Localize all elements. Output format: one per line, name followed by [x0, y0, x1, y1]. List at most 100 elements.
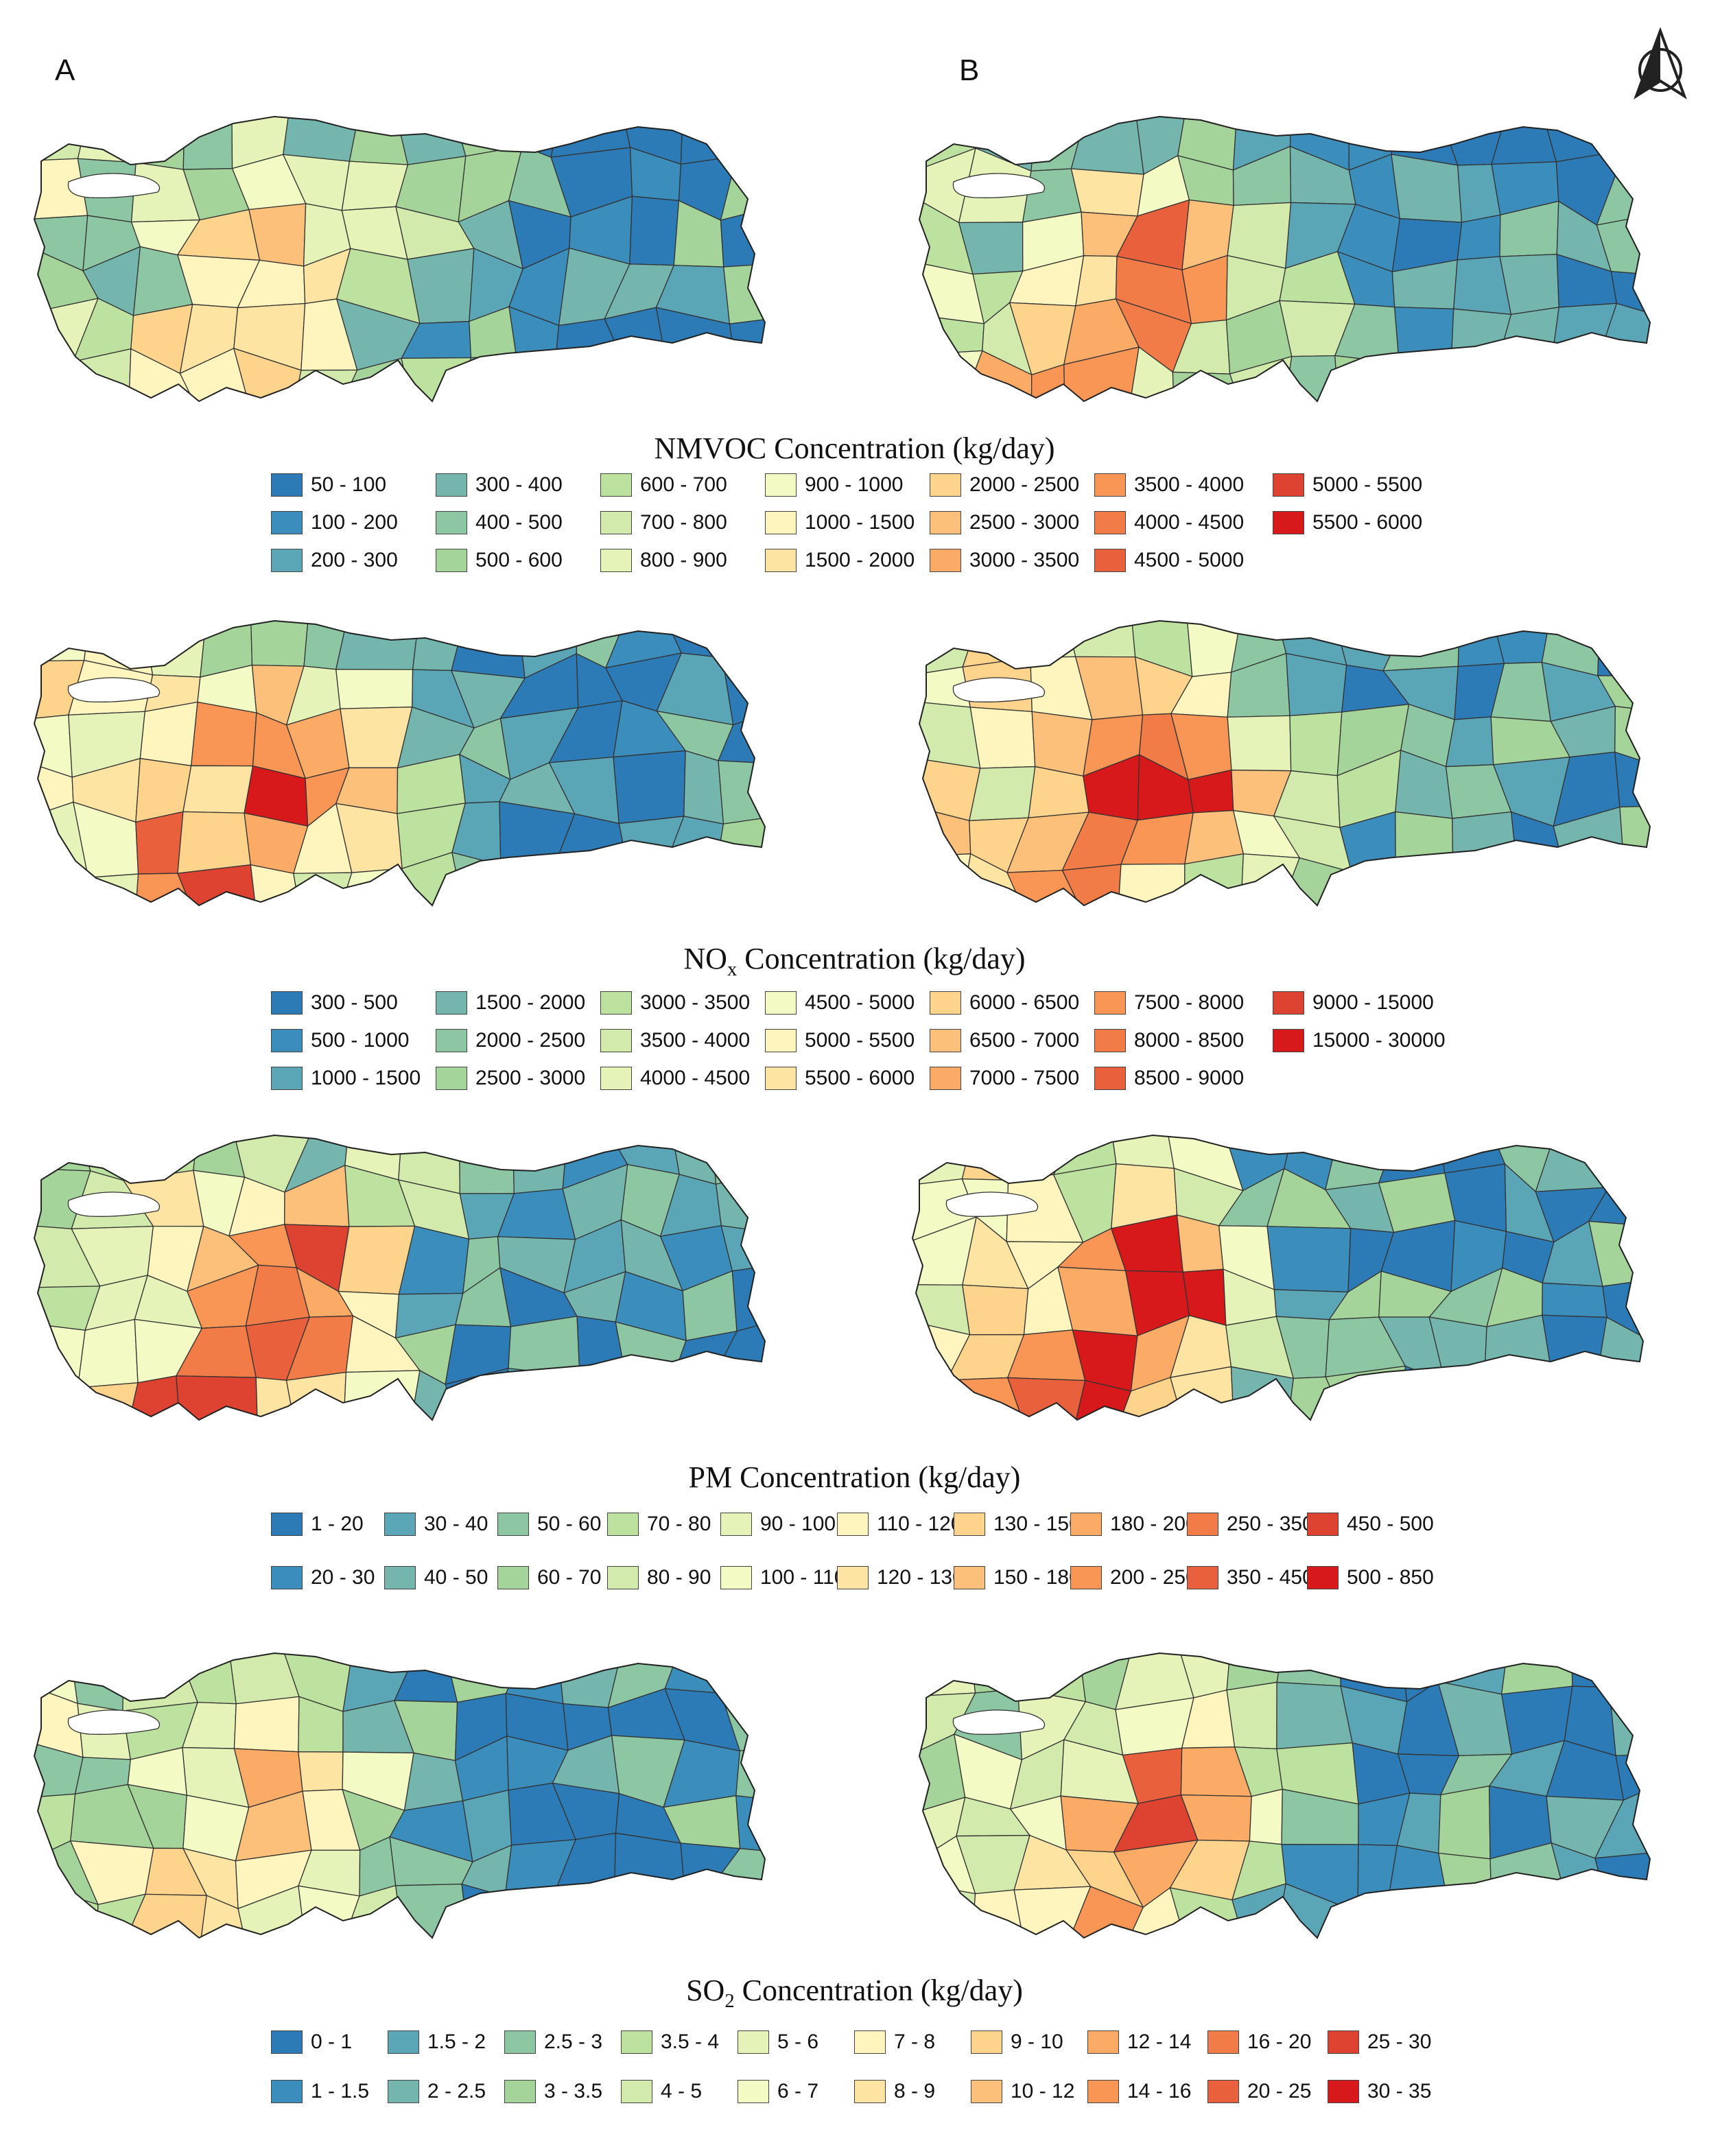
legend-label: 300 - 500: [311, 991, 398, 1014]
legend-swatch: [765, 991, 797, 1015]
legend-label: 3500 - 4000: [1134, 473, 1245, 496]
province-region: [961, 1135, 1024, 1181]
legend-item: 5 - 6: [738, 2030, 818, 2054]
legend-label: 3 - 3.5: [544, 2080, 603, 2102]
legend-swatch: [1094, 549, 1126, 572]
legend-label: 6000 - 6500: [969, 991, 1080, 1014]
sea-of-marmara: [952, 1709, 1046, 1735]
north-arrow-icon: [1634, 27, 1687, 99]
province-region: [1282, 355, 1339, 401]
legend-swatch: [738, 2030, 769, 2054]
legend-item: 2000 - 2500: [930, 473, 1079, 497]
province-region: [613, 1898, 687, 1938]
legend-item: 120 - 130: [837, 1566, 964, 1589]
province-region: [1349, 1902, 1389, 1938]
sea-of-marmara: [945, 1192, 1039, 1217]
legend-item: 200 - 250: [1070, 1566, 1197, 1589]
country-outline: [33, 619, 766, 907]
legend-swatch: [954, 1566, 985, 1589]
province-region: [1570, 1653, 1610, 1688]
province-region: [1567, 1885, 1617, 1938]
legend-label: 15000 - 30000: [1312, 1029, 1446, 1052]
province-region: [1457, 214, 1501, 261]
legend-item: 90 - 100: [720, 1513, 836, 1536]
legend-label: 6 - 7: [777, 2080, 819, 2102]
legend-swatch: [930, 511, 961, 534]
province-region: [1436, 358, 1508, 401]
legend-item: 1 - 20: [271, 1513, 364, 1536]
province-region: [77, 1382, 139, 1420]
province-region: [1602, 1653, 1650, 1690]
province-region: [962, 621, 1039, 668]
legend-item: 110 - 120: [837, 1513, 963, 1536]
legend-item: 8500 - 9000: [1094, 1067, 1244, 1090]
province-region: [683, 750, 724, 825]
legend-label: 9 - 10: [1011, 2030, 1063, 2053]
legend-label: 110 - 120: [877, 1513, 963, 1535]
province-region: [283, 117, 361, 162]
panel-label-b: B: [959, 54, 980, 87]
province-region: [710, 1135, 765, 1185]
province-region: [69, 1653, 124, 1711]
province-region: [1549, 303, 1618, 373]
province-region: [349, 117, 409, 165]
legend-item: 500 - 1000: [271, 1029, 409, 1052]
legend-label: 350 - 450: [1227, 1566, 1314, 1589]
legend-label: 6500 - 7000: [969, 1029, 1080, 1052]
legend-item: 20 - 25: [1207, 2080, 1311, 2103]
legend-label: 10 - 12: [1011, 2080, 1075, 2102]
legend-swatch: [837, 1566, 869, 1589]
province-region: [1620, 117, 1650, 151]
province-region: [565, 1374, 633, 1420]
province-region: [1394, 306, 1454, 364]
province-region: [1589, 1135, 1643, 1188]
province-region: [1030, 621, 1076, 659]
province-region: [1240, 853, 1301, 905]
legend-item: 3 - 3.5: [504, 2080, 602, 2103]
province-region: [1117, 863, 1186, 905]
so2-title-rest: Concentration (kg/day): [734, 1974, 1023, 2007]
legend-item: 40 - 50: [384, 1566, 488, 1589]
legend-label: 5000 - 5500: [1312, 473, 1423, 496]
province-region: [193, 1135, 246, 1178]
legend-item: 3000 - 3500: [600, 991, 750, 1015]
legend-item: 3000 - 3500: [930, 549, 1079, 572]
province-region: [1070, 117, 1144, 175]
legend-swatch: [600, 1029, 632, 1052]
province-region: [298, 1751, 344, 1792]
province-region: [1561, 860, 1625, 905]
province-region: [729, 317, 765, 371]
province-region: [503, 355, 555, 401]
legend-label: 4 - 5: [661, 2080, 703, 2102]
province-region: [1491, 117, 1557, 165]
province-region: [919, 350, 983, 401]
legend-item: 3.5 - 4: [621, 2030, 719, 2054]
province-region: [457, 355, 517, 401]
legend-label: 500 - 600: [475, 549, 563, 571]
province-region: [1402, 1365, 1446, 1420]
legend-label: 8 - 9: [894, 2080, 936, 2102]
province-region: [609, 851, 682, 905]
province-region: [1535, 1135, 1610, 1192]
province-region: [87, 873, 139, 905]
legend-item: 2 - 2.5: [388, 2080, 486, 2103]
legend-swatch: [600, 473, 632, 497]
legend-swatch: [1094, 511, 1126, 534]
legend-item: 2500 - 3000: [436, 1067, 585, 1090]
province-region: [664, 1653, 722, 1694]
legend-label: 4000 - 4500: [640, 1067, 751, 1089]
legend-swatch: [600, 991, 632, 1015]
legend-label: 1500 - 2000: [805, 549, 915, 571]
legend-label: 2 - 2.5: [427, 2080, 486, 2102]
legend-item: 9000 - 15000: [1273, 991, 1434, 1015]
legend-label: 5500 - 6000: [805, 1067, 915, 1089]
legend-label: 100 - 200: [311, 511, 398, 534]
legend-label: 400 - 500: [475, 511, 563, 534]
section-title-nox: NOx Concentration (kg/day): [0, 941, 1709, 981]
legend-swatch: [436, 511, 467, 534]
legend-item: 50 - 60: [497, 1513, 601, 1536]
legend-item: 500 - 600: [436, 549, 563, 572]
legend-swatch: [765, 511, 797, 534]
province-region: [715, 1166, 765, 1235]
sea-of-marmara: [67, 173, 161, 198]
